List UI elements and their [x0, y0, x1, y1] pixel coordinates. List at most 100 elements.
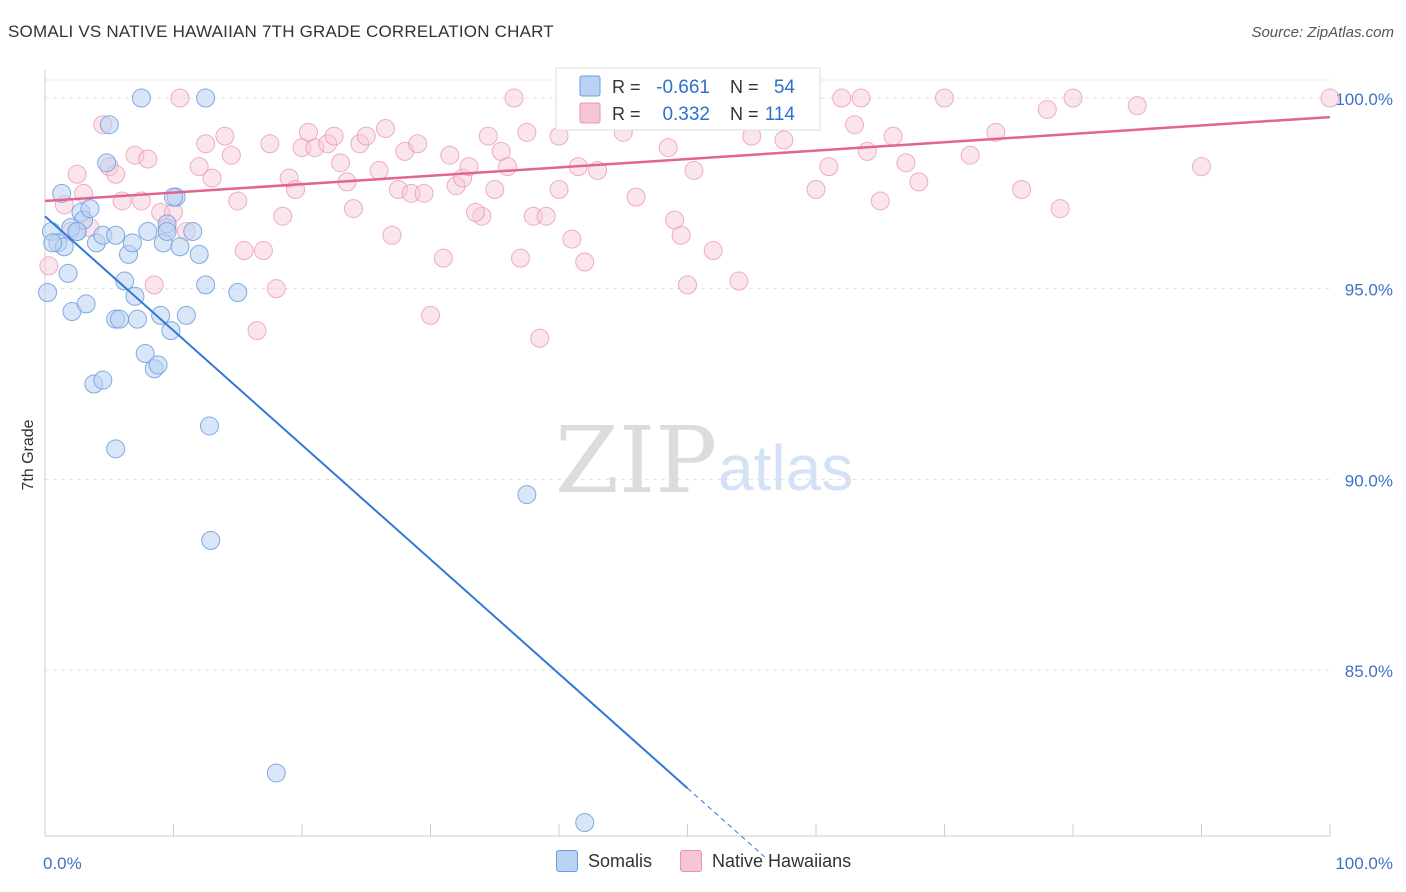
somalis-point — [517, 485, 537, 505]
native-hawaiians-point — [215, 126, 235, 146]
native-hawaiians-point — [189, 157, 209, 177]
native-hawaiians-point — [1063, 88, 1083, 108]
legend-item-somalis: Somalis — [556, 850, 652, 872]
native-hawaiians-point — [1012, 180, 1032, 200]
native-hawaiians-point — [485, 180, 505, 200]
stats-swatch — [579, 75, 601, 97]
native-hawaiians-point — [388, 180, 408, 200]
native-hawaiians-point — [1050, 199, 1070, 219]
somalis-point — [161, 321, 181, 341]
native-hawaiians-point — [421, 305, 440, 325]
stats-r-value: -0.661 — [656, 77, 710, 98]
native-hawaiians-point — [510, 248, 530, 268]
native-hawaiians-point — [1192, 157, 1211, 177]
somalis-point — [58, 263, 78, 283]
native-hawaiians-point — [376, 119, 396, 139]
native-hawaiians-point — [517, 122, 537, 142]
native-hawaiians-point — [883, 126, 903, 146]
native-hawaiians-point — [575, 252, 595, 272]
somalis-point — [110, 309, 130, 329]
native-hawaiians-point — [626, 187, 646, 207]
chart-title: SOMALI VS NATIVE HAWAIIAN 7TH GRADE CORR… — [8, 22, 554, 41]
native-hawaiians-point — [356, 126, 376, 146]
native-hawaiians-point — [774, 130, 794, 150]
y-tick-label: 85.0% — [1345, 662, 1393, 681]
somalis-point — [122, 233, 142, 253]
native-hawaiians-point — [343, 199, 363, 219]
legend-label-somalis: Somalis — [588, 850, 653, 871]
native-hawaiians-point — [144, 275, 164, 295]
native-hawaiians-point — [318, 134, 338, 154]
native-hawaiians-point — [1320, 88, 1340, 108]
somalis-point — [43, 233, 63, 253]
somalis-point — [266, 763, 286, 783]
native-hawaiians-point — [234, 241, 254, 261]
native-hawaiians-point — [530, 328, 550, 348]
native-hawaiians-point — [832, 88, 852, 108]
native-hawaiians-point — [671, 225, 691, 245]
native-hawaiians-point — [39, 256, 59, 276]
y-tick-label: 95.0% — [1345, 281, 1393, 300]
somalis-point — [67, 221, 87, 241]
somalis-point — [148, 355, 168, 375]
native-hawaiians-point — [67, 164, 87, 184]
somalis-point — [38, 282, 58, 302]
somalis-point — [183, 221, 203, 241]
native-hawaiians-point — [459, 157, 479, 177]
native-hawaiians-point — [446, 176, 466, 196]
native-hawaiians-point — [414, 183, 434, 203]
native-hawaiians-point — [498, 157, 518, 177]
native-hawaiians-point — [202, 168, 222, 188]
somalis-point — [128, 309, 148, 329]
somalis-point — [199, 416, 219, 436]
native-hawaiians-point — [845, 115, 865, 135]
legend-swatch-native-hawaiians — [680, 850, 703, 872]
axes: 100.0% 95.0% 90.0% 85.0% 0.0% 100.0% — [43, 70, 1393, 873]
native-hawaiians-point — [658, 138, 678, 158]
native-hawaiians-point — [266, 279, 286, 299]
watermark-atlas: atlas — [718, 432, 853, 504]
native-hawaiians-point — [870, 191, 890, 211]
native-hawaiians-point — [324, 126, 344, 146]
native-hawaiians-point — [909, 172, 929, 192]
native-hawaiians-point — [1127, 96, 1147, 116]
somalis-point — [106, 439, 126, 459]
native-hawaiians-point — [331, 153, 351, 173]
native-hawaiians-point — [440, 145, 460, 165]
native-hawaiians-point — [684, 160, 704, 180]
native-hawaiians-point — [960, 145, 980, 165]
somalis-point — [176, 305, 196, 325]
somalis-point — [99, 115, 119, 135]
somalis-point — [201, 530, 221, 550]
native-hawaiians-point — [703, 241, 723, 261]
stats-n-label: N = — [730, 104, 759, 124]
somalis-point — [93, 370, 113, 390]
somalis-point — [575, 813, 595, 833]
trend-lines — [44, 115, 1331, 858]
stats-box: R = -0.661 N = 54 R = 0.332 N = 114 — [555, 67, 821, 131]
native-hawaiians-point — [504, 88, 524, 108]
native-hawaiians-point — [253, 241, 273, 261]
native-hawaiians-point — [986, 122, 1006, 142]
stats-n-value: 114 — [765, 104, 796, 125]
somalis-point — [76, 294, 96, 314]
native-hawaiians-point — [851, 88, 871, 108]
stats-r-value: 0.332 — [662, 104, 710, 125]
somalis-point — [135, 343, 155, 363]
legend-swatch-somalis — [556, 850, 578, 872]
native-hawaiians-point — [896, 153, 916, 173]
somalis-point — [189, 244, 209, 264]
native-hawaiians-trend-line — [44, 115, 1331, 203]
somalis-point — [52, 183, 72, 203]
native-hawaiians-point — [260, 134, 280, 154]
native-hawaiians-point — [935, 88, 954, 108]
legend-item-native-hawaiians: Native Hawaiians — [680, 850, 851, 872]
somalis-trend-extension — [687, 787, 765, 858]
stats-r-label: R = — [612, 104, 641, 124]
native-hawaiians-point — [125, 145, 145, 165]
native-hawaiians-point — [408, 134, 428, 154]
watermark-zip: ZIP — [555, 407, 717, 514]
somalis-point — [228, 282, 248, 302]
legend-label-native-hawaiians: Native Hawaiians — [712, 850, 852, 871]
